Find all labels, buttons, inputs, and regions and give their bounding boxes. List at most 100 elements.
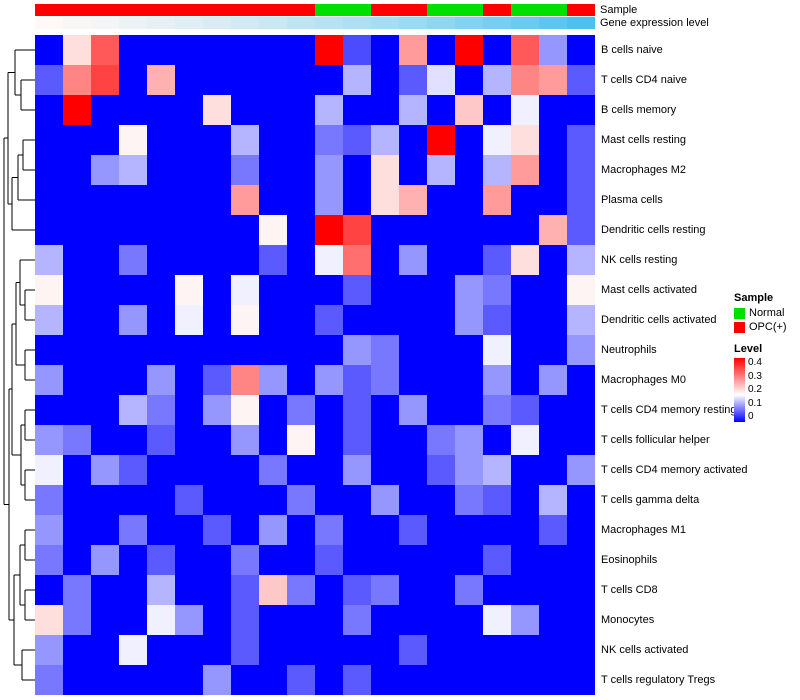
- heatmap-cell: [119, 485, 147, 515]
- heatmap-cell: [147, 125, 175, 155]
- heatmap-cell: [287, 335, 315, 365]
- heatmap-cell: [455, 665, 483, 695]
- heatmap-cell: [259, 395, 287, 425]
- heatmap-cell: [343, 665, 371, 695]
- heatmap-cell: [259, 125, 287, 155]
- legend-sample-title: Sample: [734, 292, 774, 304]
- heatmap-cell: [147, 95, 175, 125]
- heatmap-cell: [371, 515, 399, 545]
- heatmap-cell: [147, 485, 175, 515]
- heatmap-cell: [371, 275, 399, 305]
- heatmap-cell: [175, 455, 203, 485]
- heatmap-cell: [147, 245, 175, 275]
- heatmap-cell: [119, 155, 147, 185]
- heatmap-cell: [455, 275, 483, 305]
- heatmap-cell: [287, 215, 315, 245]
- sample-annotation-cell: [259, 4, 287, 16]
- heatmap-cell: [231, 575, 259, 605]
- heatmap-cell: [259, 515, 287, 545]
- heatmap-cell: [511, 605, 539, 635]
- heatmap-cell: [203, 575, 231, 605]
- gene-expression-annotation-cell: [287, 17, 315, 29]
- heatmap-cell: [287, 185, 315, 215]
- heatmap-cell: [63, 305, 91, 335]
- heatmap-cell: [91, 335, 119, 365]
- heatmap-cell: [287, 545, 315, 575]
- heatmap-cell: [455, 365, 483, 395]
- sample-annotation-label: Sample: [600, 4, 638, 16]
- heatmap-cell: [175, 335, 203, 365]
- heatmap-cell: [231, 635, 259, 665]
- heatmap-cell: [203, 215, 231, 245]
- heatmap-cell: [203, 125, 231, 155]
- heatmap-cell: [147, 575, 175, 605]
- heatmap-cell: [539, 245, 567, 275]
- gene-expression-annotation-cell: [91, 17, 119, 29]
- heatmap-cell: [399, 455, 427, 485]
- heatmap-cell: [511, 35, 539, 65]
- heatmap-cell: [35, 185, 63, 215]
- heatmap-cell: [203, 155, 231, 185]
- heatmap-cell: [427, 545, 455, 575]
- heatmap-cell: [399, 215, 427, 245]
- sample-annotation-cell: [483, 4, 511, 16]
- heatmap-cell: [371, 455, 399, 485]
- heatmap-cell: [343, 545, 371, 575]
- heatmap-cell: [343, 305, 371, 335]
- heatmap-cell: [567, 365, 595, 395]
- heatmap-cell: [35, 305, 63, 335]
- heatmap-cell: [567, 275, 595, 305]
- heatmap-cell: [567, 95, 595, 125]
- heatmap-cell: [371, 215, 399, 245]
- heatmap-cell: [287, 275, 315, 305]
- heatmap-cell: [259, 635, 287, 665]
- heatmap-cell: [175, 65, 203, 95]
- heatmap-cell: [231, 125, 259, 155]
- heatmap-cell: [35, 245, 63, 275]
- heatmap-cell: [259, 245, 287, 275]
- heatmap-cell: [119, 65, 147, 95]
- heatmap-cell: [315, 95, 343, 125]
- row-label: Mast cells activated: [601, 284, 697, 296]
- heatmap-cell: [119, 215, 147, 245]
- heatmap-cell: [147, 305, 175, 335]
- heatmap-cell: [175, 35, 203, 65]
- heatmap-cell: [539, 665, 567, 695]
- heatmap-cell: [63, 545, 91, 575]
- heatmap-cell: [483, 545, 511, 575]
- heatmap-cell: [259, 335, 287, 365]
- heatmap-cell: [371, 305, 399, 335]
- row-label: Macrophages M2: [601, 164, 686, 176]
- heatmap-cell: [63, 155, 91, 185]
- gene-expression-annotation-cell: [343, 17, 371, 29]
- heatmap-cell: [203, 605, 231, 635]
- legend-item-label: Normal: [749, 307, 785, 319]
- heatmap-cell: [63, 515, 91, 545]
- gene-expression-annotation-cell: [35, 17, 63, 29]
- heatmap-cell: [399, 605, 427, 635]
- heatmap-cell: [399, 365, 427, 395]
- heatmap-cell: [483, 635, 511, 665]
- heatmap-cell: [539, 335, 567, 365]
- heatmap-cell: [175, 425, 203, 455]
- heatmap-cell: [147, 395, 175, 425]
- heatmap-cell: [539, 35, 567, 65]
- heatmap-cell: [343, 425, 371, 455]
- heatmap-grid: [35, 35, 595, 695]
- heatmap-cell: [567, 155, 595, 185]
- heatmap-cell: [147, 635, 175, 665]
- heatmap-cell: [231, 545, 259, 575]
- heatmap-cell: [427, 95, 455, 125]
- heatmap-cell: [287, 245, 315, 275]
- heatmap-cell: [231, 605, 259, 635]
- heatmap-cell: [35, 635, 63, 665]
- heatmap-cell: [231, 95, 259, 125]
- heatmap-cell: [175, 155, 203, 185]
- heatmap-cell: [399, 65, 427, 95]
- level-tick-label: 0.1: [748, 397, 762, 409]
- heatmap-cell: [427, 275, 455, 305]
- heatmap-cell: [175, 395, 203, 425]
- heatmap-cell: [315, 515, 343, 545]
- heatmap-cell: [119, 605, 147, 635]
- heatmap-cell: [539, 275, 567, 305]
